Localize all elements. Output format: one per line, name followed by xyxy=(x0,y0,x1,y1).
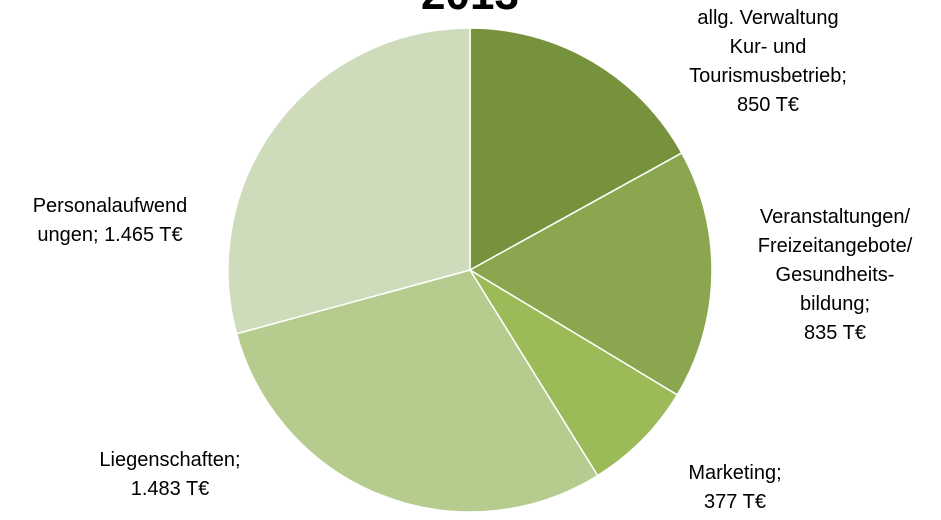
pie-slice xyxy=(468,151,713,396)
label-category: Liegenschaften; xyxy=(99,449,241,471)
label-category: allg. Verwaltung Kur- und Tourismusbetri… xyxy=(689,7,847,87)
pie-slice xyxy=(469,269,679,477)
data-label: Liegenschaften; 1.483 T€ xyxy=(99,446,240,504)
pie-slice xyxy=(235,269,599,513)
label-value: 835 T€ xyxy=(804,322,866,344)
label-value: 377 T€ xyxy=(704,491,766,513)
chart-title: 2013 xyxy=(421,0,519,20)
data-label: Personalaufwend ungen; 1.465 T€ xyxy=(33,192,188,250)
label-value: 850 T€ xyxy=(737,94,799,116)
label-category: Veranstaltungen/ Freizeitangebote/ Gesun… xyxy=(757,206,913,315)
label-value: 1.465 T€ xyxy=(104,224,183,246)
data-label: allg. Verwaltung Kur- und Tourismusbetri… xyxy=(689,4,847,120)
data-label: Marketing; 377 T€ xyxy=(688,459,781,517)
label-category: Personalaufwend ungen; xyxy=(32,195,188,246)
pie-slice xyxy=(469,27,683,272)
data-label: Veranstaltungen/ Freizeitangebote/ Gesun… xyxy=(758,203,913,348)
label-value: 1.483 T€ xyxy=(130,478,210,500)
pie-slice xyxy=(227,27,471,335)
label-category: Marketing; xyxy=(688,462,782,484)
